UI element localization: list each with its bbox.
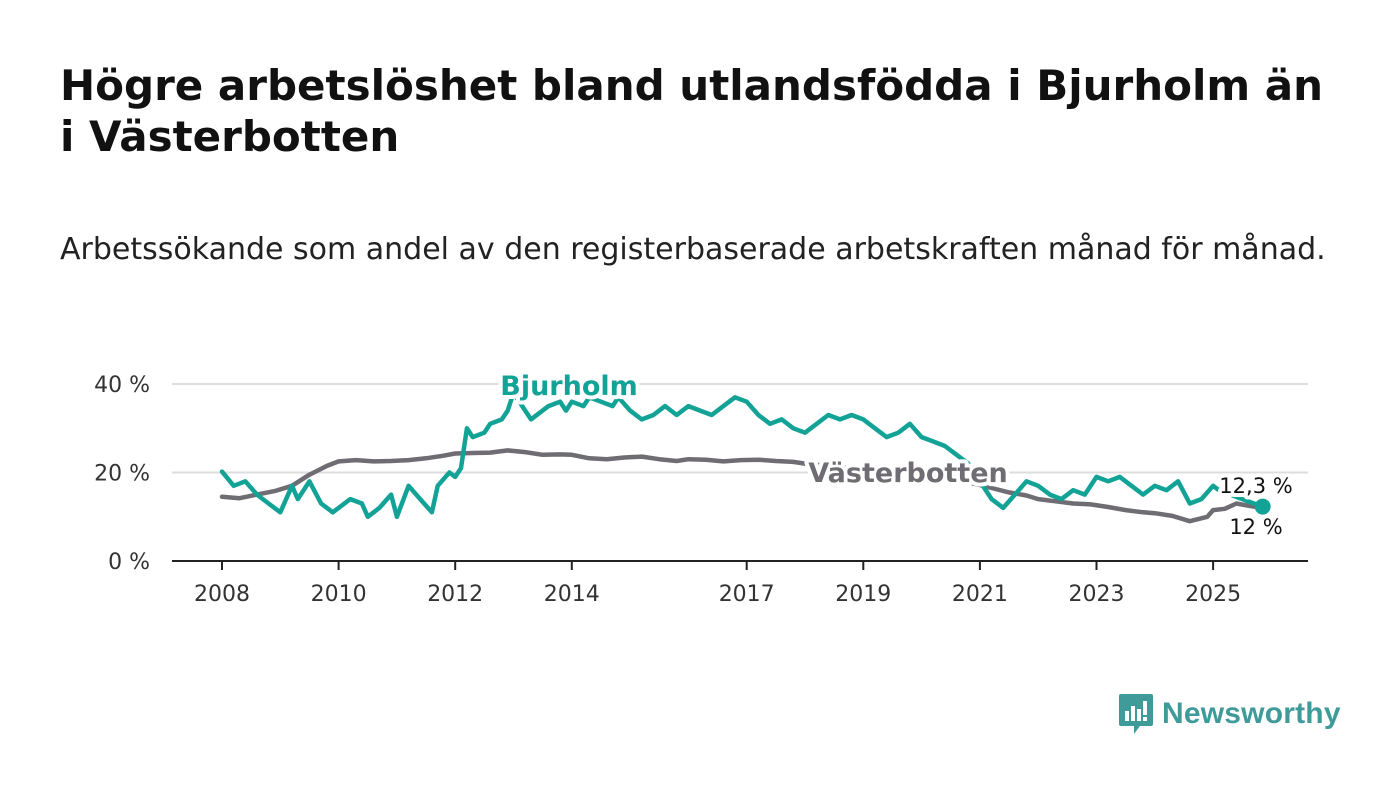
series-label-bjurholm: Bjurholm bbox=[500, 371, 638, 402]
gridlines bbox=[172, 383, 1308, 474]
x-tick-label: 2019 bbox=[835, 582, 891, 607]
series-lines bbox=[219, 390, 1271, 524]
line-chart: 0 % 20 % 40 % 2008 2010 2012 2014 2017 2019 2021… bbox=[94, 367, 1308, 607]
chart-subtitle: Arbetssökande som andel av den registerb… bbox=[60, 232, 1326, 267]
x-tick-label: 2025 bbox=[1185, 582, 1241, 607]
series-end-point-bjurholm bbox=[1254, 498, 1271, 515]
y-axis-tick-labels: 0 % 20 % 40 % bbox=[94, 373, 150, 575]
x-tick-label: 2014 bbox=[544, 582, 600, 607]
end-label-bjurholm: 12,3 % bbox=[1219, 474, 1292, 498]
x-tick-label: 2021 bbox=[952, 582, 1008, 607]
brand-name: Newsworthy bbox=[1162, 697, 1341, 730]
x-tick-label: 2012 bbox=[427, 582, 483, 607]
series-line-vasterbotten bbox=[219, 448, 1265, 524]
y-tick-label: 20 % bbox=[94, 462, 150, 487]
x-tick-label: 2010 bbox=[311, 582, 367, 607]
x-tick-label: 2023 bbox=[1069, 582, 1125, 607]
series-line-bjurholm bbox=[219, 390, 1265, 520]
end-label-vasterbotten: 12 % bbox=[1229, 515, 1282, 539]
y-tick-label: 0 % bbox=[108, 550, 150, 575]
series-labels: Bjurholm Västerbotten 12,3 % 12 % bbox=[496, 367, 1296, 543]
y-tick-label: 40 % bbox=[94, 373, 150, 398]
x-tick-label: 2008 bbox=[194, 582, 250, 607]
series-label-vasterbotten: Västerbotten bbox=[808, 458, 1007, 489]
newsworthy-logo-icon bbox=[1119, 694, 1153, 734]
brand-logo: Newsworthy bbox=[1118, 690, 1341, 738]
x-axis: 2008 2010 2012 2014 2017 2019 2021 2023 2025 bbox=[172, 560, 1308, 607]
page-title: Högre arbetslöshet bland utlandsfödda i … bbox=[60, 61, 1324, 161]
x-tick-label: 2017 bbox=[719, 582, 775, 607]
